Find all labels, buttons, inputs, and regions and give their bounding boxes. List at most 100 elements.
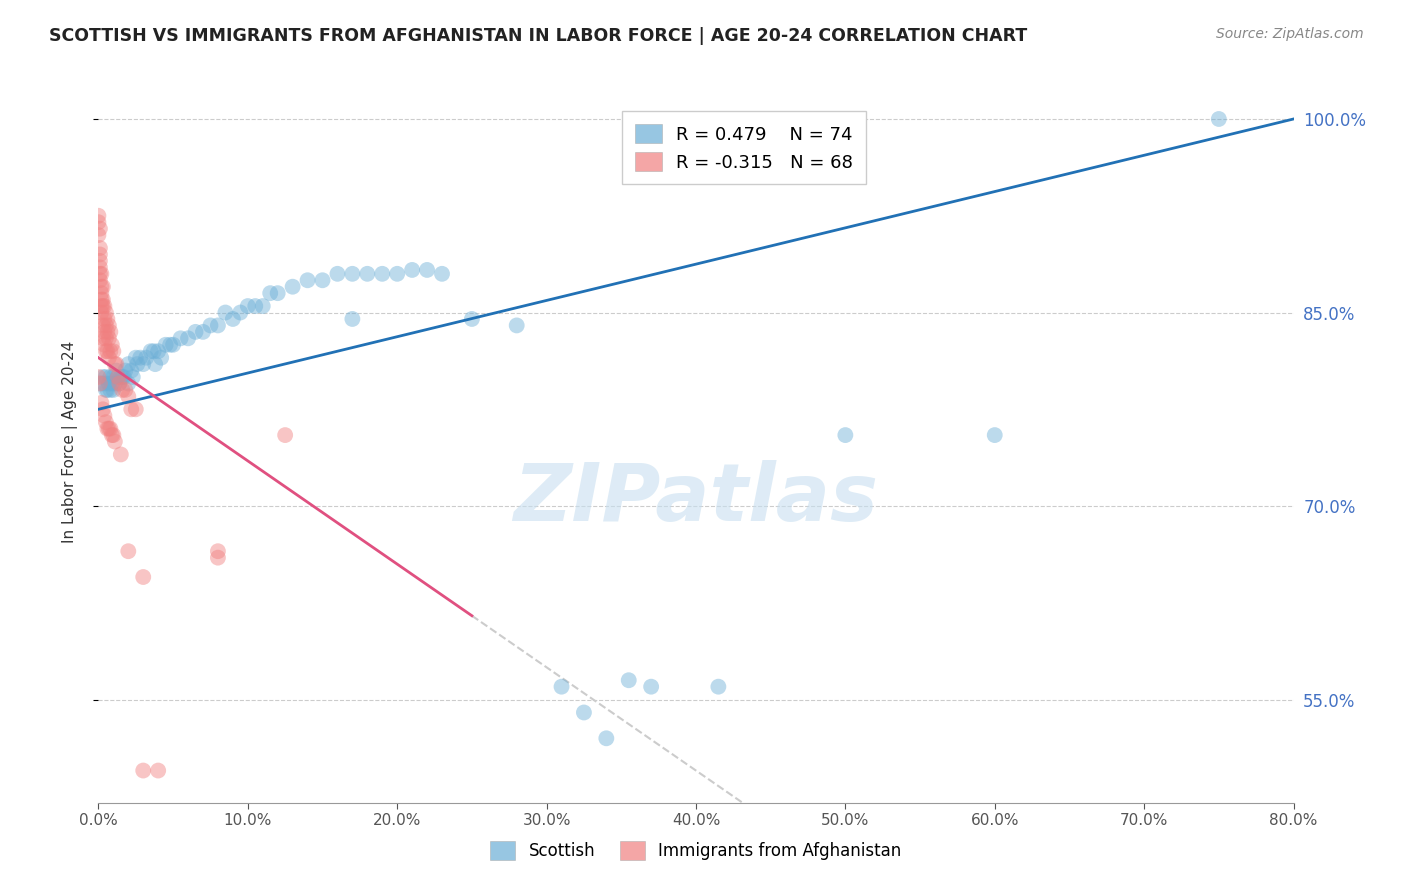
- Point: [214, 305, 236, 319]
- Point: [97, 376, 120, 391]
- Point: [132, 357, 155, 371]
- Point: [96, 383, 118, 397]
- Text: SCOTTISH VS IMMIGRANTS FROM AFGHANISTAN IN LABOR FORCE | AGE 20-24 CORRELATION C: SCOTTISH VS IMMIGRANTS FROM AFGHANISTAN …: [49, 27, 1028, 45]
- Point: [96, 422, 118, 436]
- Point: [91, 318, 114, 333]
- Point: [93, 409, 115, 423]
- Point: [90, 305, 112, 319]
- Point: [127, 357, 149, 371]
- Legend: Scottish, Immigrants from Afghanistan: Scottish, Immigrants from Afghanistan: [484, 835, 908, 867]
- Point: [506, 318, 529, 333]
- Point: [143, 357, 166, 371]
- Point: [222, 312, 245, 326]
- Point: [87, 209, 110, 223]
- Point: [159, 338, 181, 352]
- Point: [550, 680, 572, 694]
- Point: [91, 299, 114, 313]
- Point: [93, 338, 115, 352]
- Point: [617, 673, 640, 688]
- Point: [89, 376, 111, 391]
- Point: [90, 267, 112, 281]
- Point: [148, 764, 170, 778]
- Point: [101, 376, 124, 391]
- Point: [236, 299, 259, 313]
- Point: [87, 215, 110, 229]
- Point: [89, 241, 111, 255]
- Point: [112, 370, 135, 384]
- Point: [91, 331, 114, 345]
- Point: [96, 312, 118, 326]
- Point: [89, 267, 111, 281]
- Point: [595, 731, 617, 746]
- Point: [98, 325, 122, 339]
- Point: [117, 357, 139, 371]
- Point: [834, 428, 856, 442]
- Point: [89, 273, 111, 287]
- Point: [267, 286, 290, 301]
- Point: [371, 267, 394, 281]
- Point: [385, 267, 409, 281]
- Point: [98, 370, 122, 384]
- Point: [121, 370, 143, 384]
- Point: [120, 363, 142, 377]
- Point: [89, 221, 111, 235]
- Point: [89, 254, 111, 268]
- Point: [98, 344, 122, 359]
- Point: [252, 299, 274, 313]
- Point: [104, 357, 127, 371]
- Point: [707, 680, 730, 694]
- Point: [96, 325, 118, 339]
- Point: [103, 428, 125, 442]
- Point: [97, 422, 120, 436]
- Text: ZIPatlas: ZIPatlas: [513, 460, 879, 539]
- Point: [111, 383, 134, 397]
- Point: [98, 383, 122, 397]
- Point: [104, 434, 127, 449]
- Point: [104, 376, 127, 391]
- Point: [96, 344, 118, 359]
- Point: [297, 273, 319, 287]
- Point: [107, 370, 129, 384]
- Point: [90, 279, 112, 293]
- Point: [107, 370, 129, 384]
- Point: [259, 286, 281, 301]
- Point: [184, 325, 207, 339]
- Point: [105, 363, 128, 377]
- Point: [94, 383, 117, 397]
- Point: [93, 376, 115, 391]
- Point: [207, 550, 229, 565]
- Point: [120, 402, 142, 417]
- Point: [87, 370, 110, 384]
- Point: [94, 344, 117, 359]
- Point: [311, 273, 333, 287]
- Point: [430, 267, 453, 281]
- Point: [135, 351, 157, 365]
- Point: [108, 376, 131, 391]
- Point: [111, 370, 134, 384]
- Point: [191, 325, 214, 339]
- Point: [117, 389, 139, 403]
- Point: [103, 370, 125, 384]
- Point: [326, 267, 349, 281]
- Point: [117, 376, 139, 391]
- Point: [93, 299, 115, 313]
- Point: [132, 570, 155, 584]
- Point: [98, 422, 122, 436]
- Point: [87, 228, 110, 243]
- Point: [416, 263, 439, 277]
- Point: [356, 267, 378, 281]
- Point: [207, 318, 229, 333]
- Point: [129, 351, 152, 365]
- Point: [94, 370, 117, 384]
- Point: [342, 267, 364, 281]
- Point: [110, 447, 132, 461]
- Point: [229, 305, 252, 319]
- Point: [401, 263, 423, 277]
- Point: [91, 293, 114, 307]
- Point: [90, 286, 112, 301]
- Point: [94, 415, 117, 429]
- Point: [342, 312, 364, 326]
- Point: [97, 318, 120, 333]
- Point: [132, 764, 155, 778]
- Point: [94, 331, 117, 345]
